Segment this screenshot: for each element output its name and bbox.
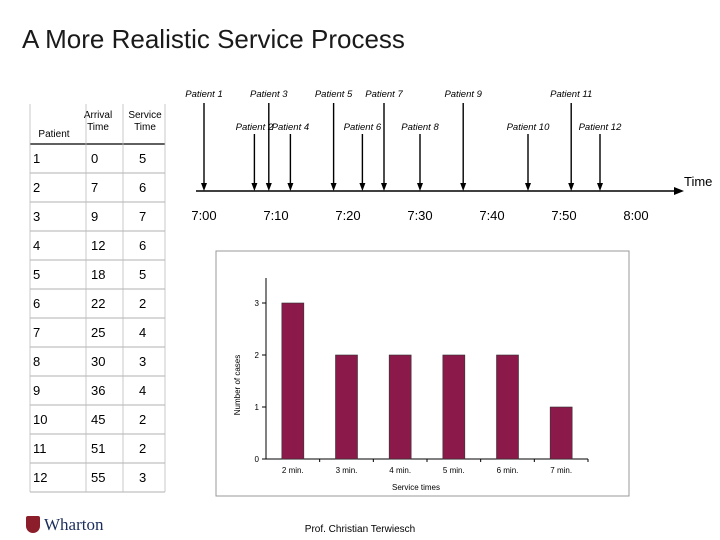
patient-arrow-head [251,183,258,191]
table-cell-service: 2 [139,441,146,456]
table-cell-patient: 11 [33,441,47,456]
table-cell-patient: 3 [33,209,40,224]
table-cell-patient: 2 [33,180,40,195]
patient-arrival-label: Patient 2 [236,122,274,133]
time-axis-label: Time [684,174,712,189]
table-cell-service: 4 [139,383,146,398]
patient-arrival-label: Patient 8 [401,122,439,133]
shield-icon [26,516,40,533]
table-header-line: Service [128,110,162,121]
table-cell-arrival: 7 [91,180,98,195]
wharton-logo: Wharton [26,516,103,533]
patient-arrival-label: Patient 7 [365,89,403,100]
table-header-line: Time [87,122,109,133]
time-tick-label: 7:20 [335,208,360,223]
patient-arrow-head [417,183,423,191]
time-tick-label: 8:00 [623,208,648,223]
time-tick-label: 7:00 [191,208,216,223]
table-cell-service: 2 [139,412,146,427]
y-tick-label: 3 [255,299,260,308]
table-cell-patient: 6 [33,296,40,311]
x-tick-label: 6 min. [497,466,519,475]
patient-arrival-label: Patient 9 [444,89,482,100]
patient-arrival-label: Patient 6 [344,122,382,133]
table-cell-patient: 4 [33,238,40,253]
patient-arrow-head [330,183,337,191]
x-tick-label: 3 min. [336,466,358,475]
table-cell-patient: 7 [33,325,40,340]
table-cell-patient: 5 [33,267,40,282]
table-cell-service: 4 [139,325,146,340]
table-cell-service: 3 [139,470,146,485]
x-axis-title: Service times [392,483,440,492]
patient-arrival-label: Patient 5 [315,89,353,100]
y-axis-title: Number of cases [233,355,242,415]
patient-arrow-head [597,183,603,191]
table-cell-service: 5 [139,151,146,166]
table-cell-patient: 1 [33,151,40,166]
patient-arrow-head [381,183,387,191]
patient-arrow-head [525,183,531,191]
y-tick-label: 0 [255,455,260,464]
patient-arrow-head [287,183,294,191]
table-cell-arrival: 12 [91,238,105,253]
table-cell-patient: 10 [33,412,47,427]
author-credit: Prof. Christian Terwiesch [304,524,416,535]
patient-arrow-head [265,183,272,191]
table-cell-service: 6 [139,238,146,253]
histogram-bar [496,354,519,460]
table-cell-arrival: 0 [91,151,98,166]
patient-arrival-label: Patient 10 [507,122,550,133]
patient-arrival-label: Patient 1 [185,89,223,100]
patient-arrow-head [460,183,467,191]
table-cell-patient: 9 [33,383,40,398]
time-axis-arrow [674,187,684,195]
patient-arrow-head [201,183,207,191]
patient-arrival-label: Patient 11 [550,89,592,100]
table-cell-service: 7 [139,209,146,224]
table-cell-service: 6 [139,180,146,195]
table-header-line: Time [134,122,156,133]
time-tick-label: 7:10 [263,208,288,223]
histogram-bar [549,406,573,460]
histogram-bar [388,354,412,460]
table-cell-service: 3 [139,354,146,369]
table-cell-arrival: 22 [91,296,105,311]
patient-arrow-head [568,183,575,191]
x-tick-label: 4 min. [389,466,411,475]
table-cell-arrival: 25 [91,325,105,340]
histogram-bar [335,354,358,460]
y-tick-label: 1 [255,403,260,412]
table-cell-arrival: 18 [91,267,105,282]
time-tick-label: 7:30 [407,208,432,223]
table-cell-arrival: 55 [91,470,105,485]
table-cell-arrival: 36 [91,383,105,398]
logo-text: Wharton [44,515,104,534]
table-cell-arrival: 45 [91,412,105,427]
table-cell-arrival: 30 [91,354,105,369]
patient-arrival-label: Patient 3 [250,89,288,100]
histogram-bar [442,354,466,460]
time-tick-label: 7:50 [551,208,576,223]
patient-arrival-label: Patient 4 [272,122,310,133]
table-cell-patient: 8 [33,354,40,369]
x-tick-label: 2 min. [282,466,304,475]
y-tick-label: 2 [255,351,260,360]
x-tick-label: 7 min. [550,466,572,475]
patient-arrival-label: Patient 12 [579,122,622,133]
table-cell-patient: 12 [33,470,47,485]
patient-arrow-head [359,183,366,191]
slide-title: A More Realistic Service Process [22,24,405,54]
time-tick-label: 7:40 [479,208,504,223]
table-cell-arrival: 51 [91,441,105,456]
histogram-bar [281,302,305,460]
table-header-patient: Patient [38,129,69,140]
table-cell-service: 2 [139,296,146,311]
table-cell-service: 5 [139,267,146,282]
x-tick-label: 5 min. [443,466,465,475]
table-header-line: Arrival [84,110,112,121]
table-cell-arrival: 9 [91,209,98,224]
